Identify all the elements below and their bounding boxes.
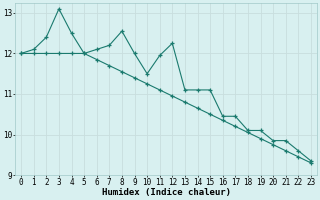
X-axis label: Humidex (Indice chaleur): Humidex (Indice chaleur): [101, 188, 230, 197]
